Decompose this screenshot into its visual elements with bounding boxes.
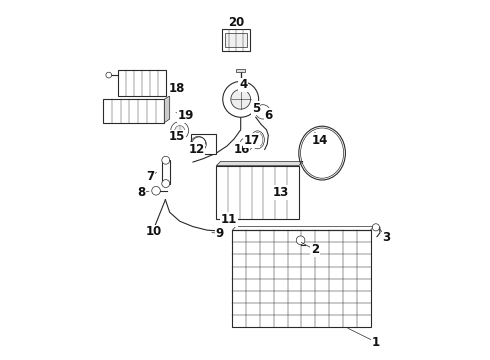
- Bar: [162, 160, 170, 184]
- Text: 14: 14: [312, 134, 328, 147]
- Text: 7: 7: [146, 170, 154, 183]
- Text: 20: 20: [228, 16, 244, 29]
- Text: 15: 15: [169, 130, 185, 144]
- Text: 1: 1: [372, 336, 380, 348]
- Text: 18: 18: [169, 82, 185, 95]
- Bar: [221, 30, 250, 51]
- Bar: [103, 99, 164, 123]
- Text: 9: 9: [216, 227, 224, 240]
- Text: 5: 5: [252, 102, 260, 115]
- Circle shape: [192, 137, 206, 151]
- Text: 2: 2: [311, 243, 319, 256]
- Bar: [236, 69, 245, 72]
- Circle shape: [106, 72, 112, 78]
- Text: 19: 19: [178, 109, 194, 122]
- Text: 6: 6: [264, 109, 272, 122]
- Bar: [118, 70, 166, 96]
- Circle shape: [171, 122, 189, 139]
- Circle shape: [231, 89, 250, 109]
- Text: 8: 8: [137, 186, 145, 199]
- Circle shape: [162, 156, 170, 164]
- Circle shape: [152, 186, 160, 195]
- Circle shape: [162, 180, 170, 188]
- Text: 16: 16: [233, 143, 249, 156]
- Text: 10: 10: [146, 225, 162, 238]
- Bar: [232, 230, 370, 327]
- Bar: [191, 134, 216, 154]
- Text: 13: 13: [273, 186, 289, 199]
- Bar: [225, 33, 247, 47]
- Text: 3: 3: [383, 231, 391, 244]
- Bar: [216, 166, 299, 220]
- Polygon shape: [216, 161, 303, 166]
- Text: 4: 4: [239, 78, 247, 91]
- Circle shape: [223, 81, 259, 117]
- Circle shape: [240, 138, 253, 150]
- Circle shape: [256, 105, 270, 119]
- Text: 12: 12: [189, 143, 205, 156]
- Circle shape: [175, 126, 185, 135]
- Text: 11: 11: [220, 213, 237, 226]
- Circle shape: [296, 236, 305, 244]
- Text: 17: 17: [244, 134, 260, 147]
- Circle shape: [372, 224, 379, 231]
- Polygon shape: [164, 96, 170, 123]
